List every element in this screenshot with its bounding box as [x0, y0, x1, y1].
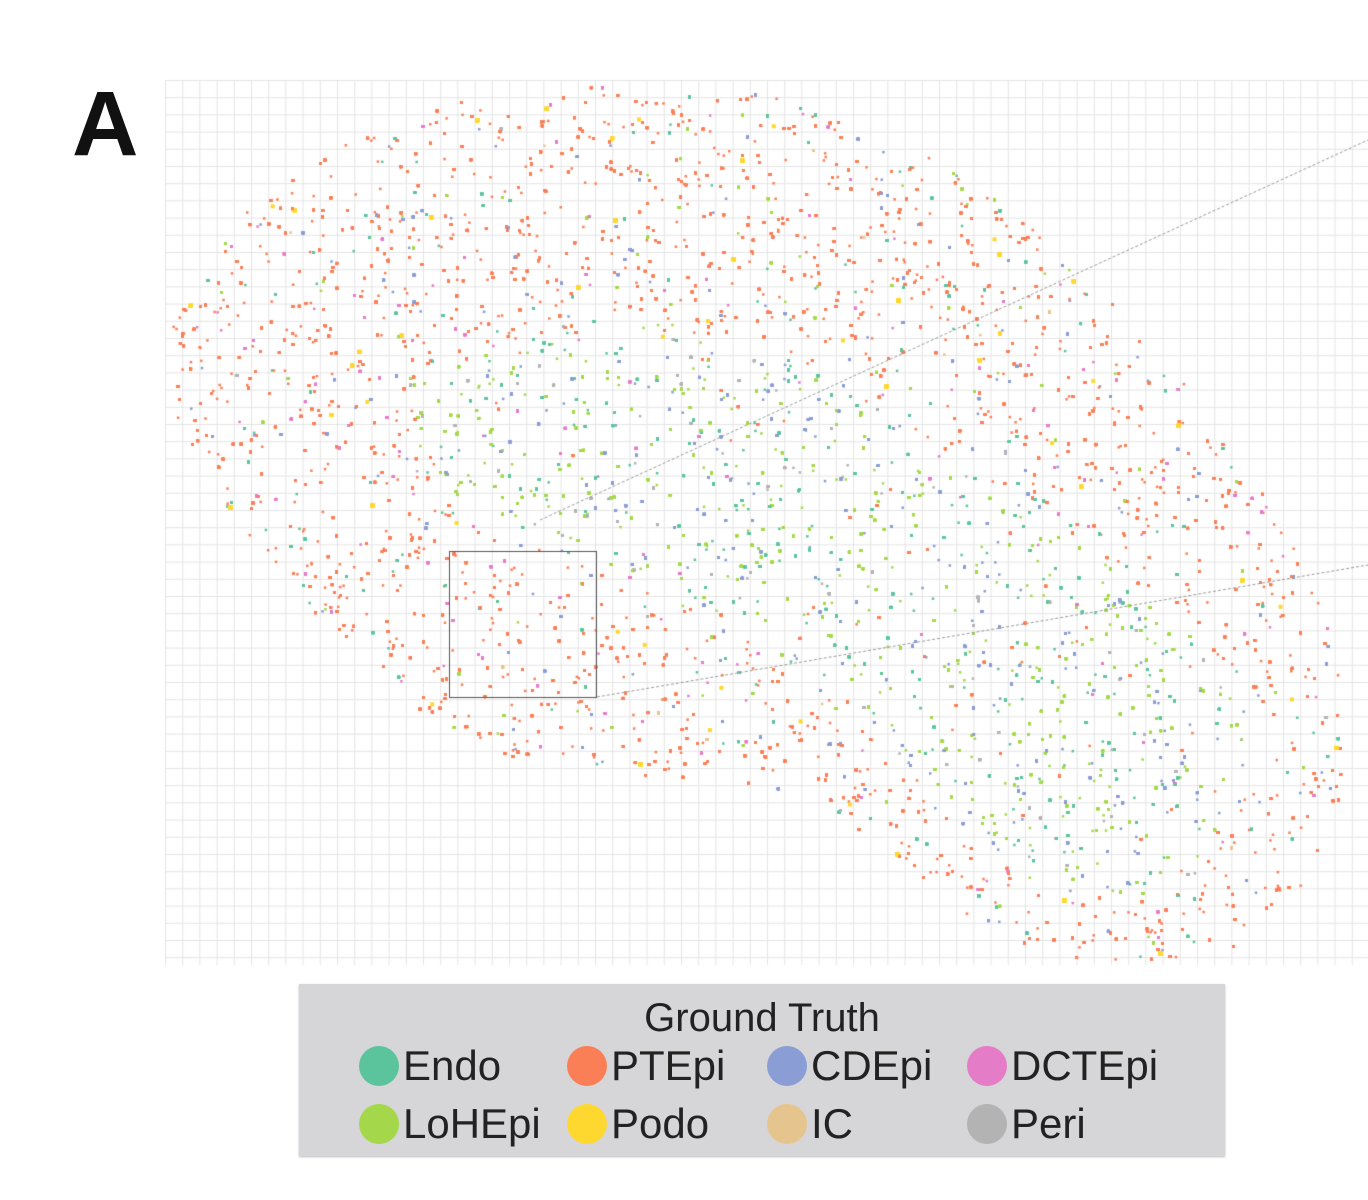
legend-label: CDEpi — [811, 1042, 933, 1089]
legend-entry-endo: Endo — [359, 1042, 501, 1090]
legend-label: LoHEpi — [403, 1100, 541, 1147]
legend-swatch — [567, 1046, 607, 1086]
legend-swatch — [567, 1104, 607, 1144]
legend-swatch — [767, 1104, 807, 1144]
legend-swatch — [767, 1046, 807, 1086]
legend-swatch — [359, 1046, 399, 1086]
legend-label: IC — [811, 1100, 853, 1147]
legend-swatch — [967, 1046, 1007, 1086]
legend-label: DCTEpi — [1011, 1042, 1159, 1089]
legend-entry-ic: IC — [767, 1100, 853, 1148]
legend-entry-podo: Podo — [567, 1100, 709, 1148]
legend-label: PTEpi — [611, 1042, 726, 1089]
legend-title: Ground Truth — [644, 996, 880, 1040]
legend-entry-ptepi: PTEpi — [567, 1042, 725, 1090]
panel-label: A — [72, 73, 139, 175]
legend-swatch — [967, 1104, 1007, 1144]
legend-swatch — [359, 1104, 399, 1144]
legend-entry-peri: Peri — [967, 1100, 1086, 1148]
legend-label: Endo — [403, 1042, 502, 1089]
legend-entry-lohepi: LoHEpi — [359, 1100, 541, 1148]
legend-entry-dctepi: DCTEpi — [967, 1042, 1158, 1090]
legend-label: Podo — [611, 1100, 710, 1147]
legend: Ground Truth Endo PTEpi CDEpi DCTEpi LoHEpi P… — [299, 984, 1225, 1156]
legend-label: Peri — [1011, 1100, 1086, 1147]
legend-entry-cdepi: CDEpi — [767, 1042, 932, 1090]
